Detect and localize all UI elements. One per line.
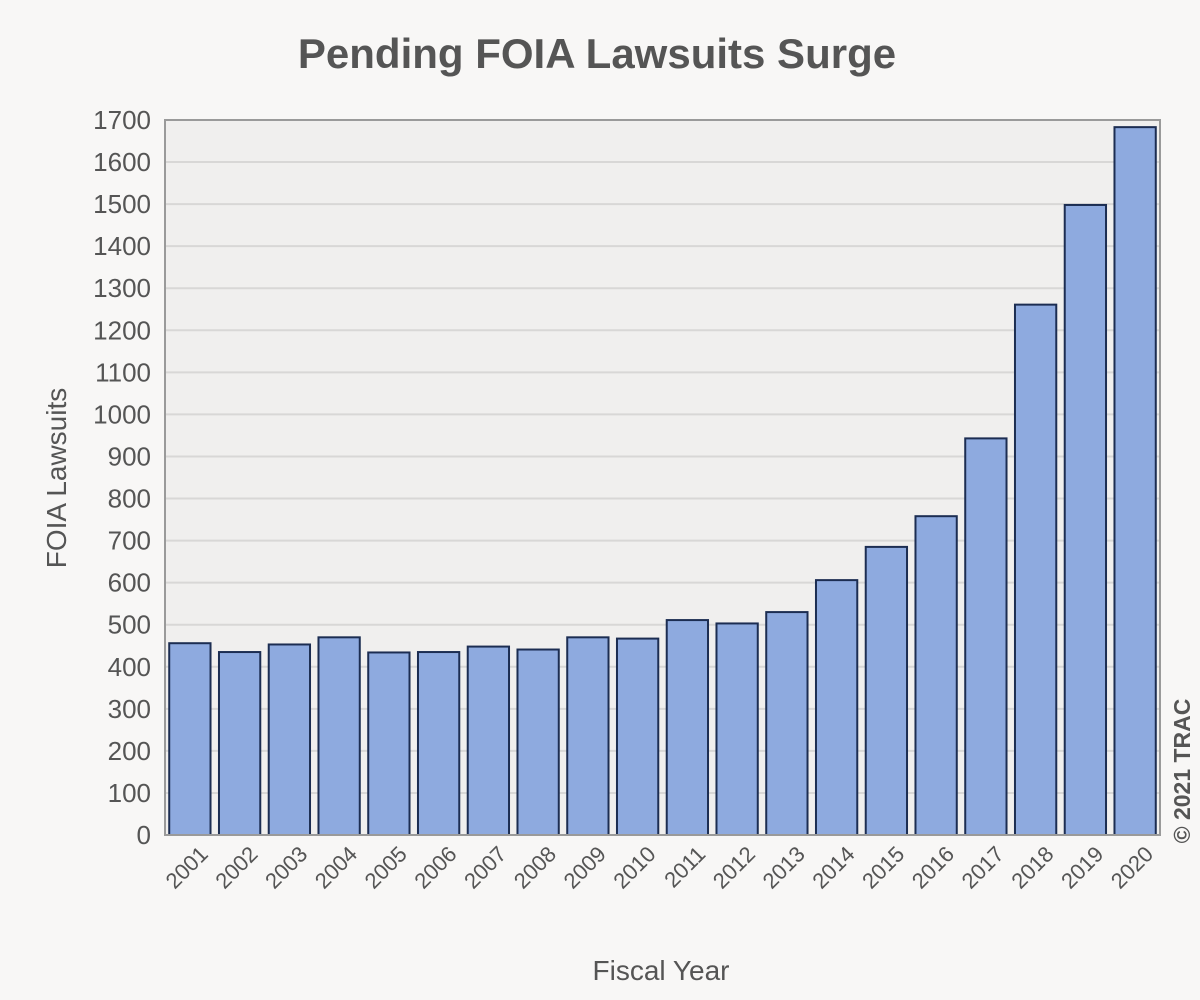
y-tick-label: 1400: [93, 231, 151, 261]
y-tick-label: 100: [108, 778, 151, 808]
x-tick-label: 2015: [857, 841, 909, 893]
y-axis-label: FOIA Lawsuits: [41, 388, 72, 569]
y-tick-label: 700: [108, 526, 151, 556]
bar-2010: [615, 637, 660, 836]
y-tick-label: 1200: [93, 315, 151, 345]
x-tick-label: 2004: [310, 841, 362, 893]
bar-2007: [466, 645, 511, 836]
bar-2015: [864, 545, 909, 836]
x-tick-label: 2018: [1006, 841, 1058, 893]
x-tick-label: 2002: [210, 841, 262, 893]
y-tick-label: 1500: [93, 189, 151, 219]
y-tick-label: 200: [108, 736, 151, 766]
y-tick-label: 600: [108, 568, 151, 598]
bar-2019: [1063, 203, 1108, 837]
x-tick-label: 2006: [409, 841, 461, 893]
y-tick-label: 1700: [93, 105, 151, 135]
x-axis-ticks: 2001200220032004200520062007200820092010…: [161, 841, 1159, 893]
bar-2011: [665, 619, 710, 836]
bar-2020: [1113, 126, 1157, 836]
y-tick-label: 1300: [93, 273, 151, 303]
plot-border: [164, 119, 1161, 836]
bar-2008: [516, 648, 560, 836]
y-tick-label: 1100: [95, 357, 151, 387]
bar-2017: [964, 437, 1008, 836]
y-tick-label: 900: [108, 441, 151, 471]
x-tick-label: 2001: [161, 841, 213, 893]
x-axis-label: Fiscal Year: [593, 955, 730, 986]
y-tick-label: 400: [108, 652, 151, 682]
x-tick-label: 2005: [360, 841, 412, 893]
bar-2003: [267, 643, 312, 836]
bar-2012: [715, 622, 759, 836]
y-tick-label: 300: [108, 694, 151, 724]
x-tick-label: 2010: [608, 841, 660, 893]
bar-2001: [168, 642, 212, 837]
x-tick-label: 2007: [459, 841, 511, 893]
copyright-credit: © 2021 TRAC: [1169, 699, 1195, 844]
bar-2014: [814, 579, 859, 836]
y-tick-label: 1600: [93, 147, 151, 177]
bar-2006: [416, 651, 461, 837]
bar-2005: [367, 651, 411, 837]
y-tick-label: 1000: [93, 399, 151, 429]
x-tick-label: 2008: [509, 841, 561, 893]
x-tick-label: 2011: [659, 841, 710, 892]
x-tick-label: 2020: [1106, 841, 1158, 893]
x-tick-label: 2013: [758, 841, 810, 893]
bar-2002: [217, 651, 262, 837]
y-axis-ticks: 0 100 200 300 400 500 600 700 800 900 1000 1100 1200…: [93, 105, 151, 850]
bar-2016: [914, 515, 958, 836]
plot-area: [165, 120, 1160, 835]
x-tick-label: 2012: [708, 841, 760, 893]
x-tick-label: 2009: [559, 841, 611, 893]
bar-2009: [566, 636, 610, 837]
bar-2013: [765, 611, 809, 837]
gridlines: [165, 161, 1160, 794]
x-tick-label: 2014: [807, 841, 859, 893]
bar-2004: [317, 636, 361, 837]
y-tick-label: 800: [108, 484, 151, 514]
y-tick-label: 500: [108, 610, 151, 640]
x-tick-label: 2016: [907, 841, 959, 893]
x-tick-label: 2017: [957, 841, 1009, 893]
chart-title: Pending FOIA Lawsuits Surge: [298, 30, 896, 77]
x-tick-label: 2003: [260, 841, 312, 893]
bar-2018: [1013, 303, 1058, 836]
x-tick-label: 2019: [1056, 841, 1108, 893]
y-tick-label: 0: [137, 820, 151, 850]
bars: [168, 126, 1157, 837]
